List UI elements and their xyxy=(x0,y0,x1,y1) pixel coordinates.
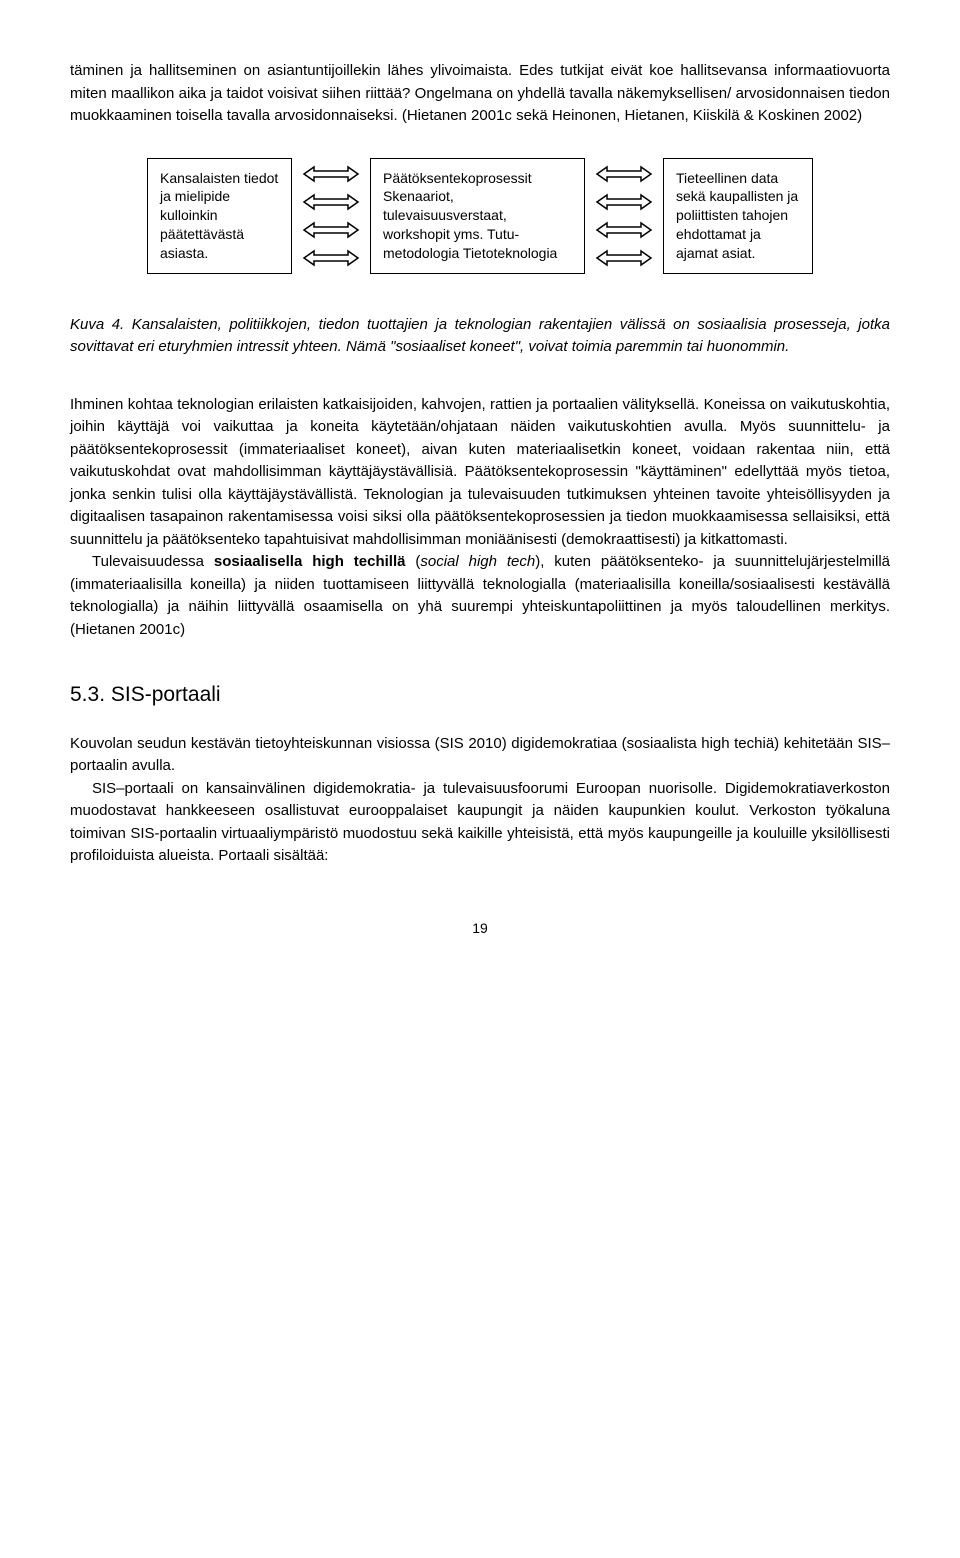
double-arrow-icon xyxy=(302,248,360,268)
paragraph-2: Ihminen kohtaa teknologian erilaisten ka… xyxy=(70,394,890,552)
arrows-right xyxy=(595,164,653,268)
paragraph-5: SIS–portaali on kansainvälinen digidemok… xyxy=(70,778,890,868)
paragraph-1: täminen ja hallitseminen on asiantuntijo… xyxy=(70,60,890,128)
double-arrow-icon xyxy=(595,192,653,212)
p3-bold: sosiaalisella high techillä xyxy=(214,553,406,570)
diagram-box-2: Päätöksentekoprosessit Skenaariot, tulev… xyxy=(370,158,585,274)
diagram-box-3: Tieteellinen data sekä kaupallisten ja p… xyxy=(663,158,813,274)
double-arrow-icon xyxy=(302,164,360,184)
p3-italic: social high tech xyxy=(420,553,535,570)
double-arrow-icon xyxy=(595,248,653,268)
section-heading: 5.3. SIS-portaali xyxy=(70,679,890,711)
diagram: Kansalaisten tiedot ja mielipide kulloin… xyxy=(70,158,890,274)
figure-caption: Kuva 4. Kansalaisten, politiikkojen, tie… xyxy=(70,314,890,359)
double-arrow-icon xyxy=(302,220,360,240)
p3-text-c: ( xyxy=(405,553,420,570)
double-arrow-icon xyxy=(595,220,653,240)
paragraph-4: Kouvolan seudun kestävän tietoyhteiskunn… xyxy=(70,733,890,778)
double-arrow-icon xyxy=(595,164,653,184)
double-arrow-icon xyxy=(302,192,360,212)
paragraph-3: Tulevaisuudessa sosiaalisella high techi… xyxy=(70,551,890,641)
arrows-left xyxy=(302,164,360,268)
p3-text-a: Tulevaisuudessa xyxy=(92,553,214,570)
page-number: 19 xyxy=(70,918,890,939)
diagram-box-1: Kansalaisten tiedot ja mielipide kulloin… xyxy=(147,158,292,274)
